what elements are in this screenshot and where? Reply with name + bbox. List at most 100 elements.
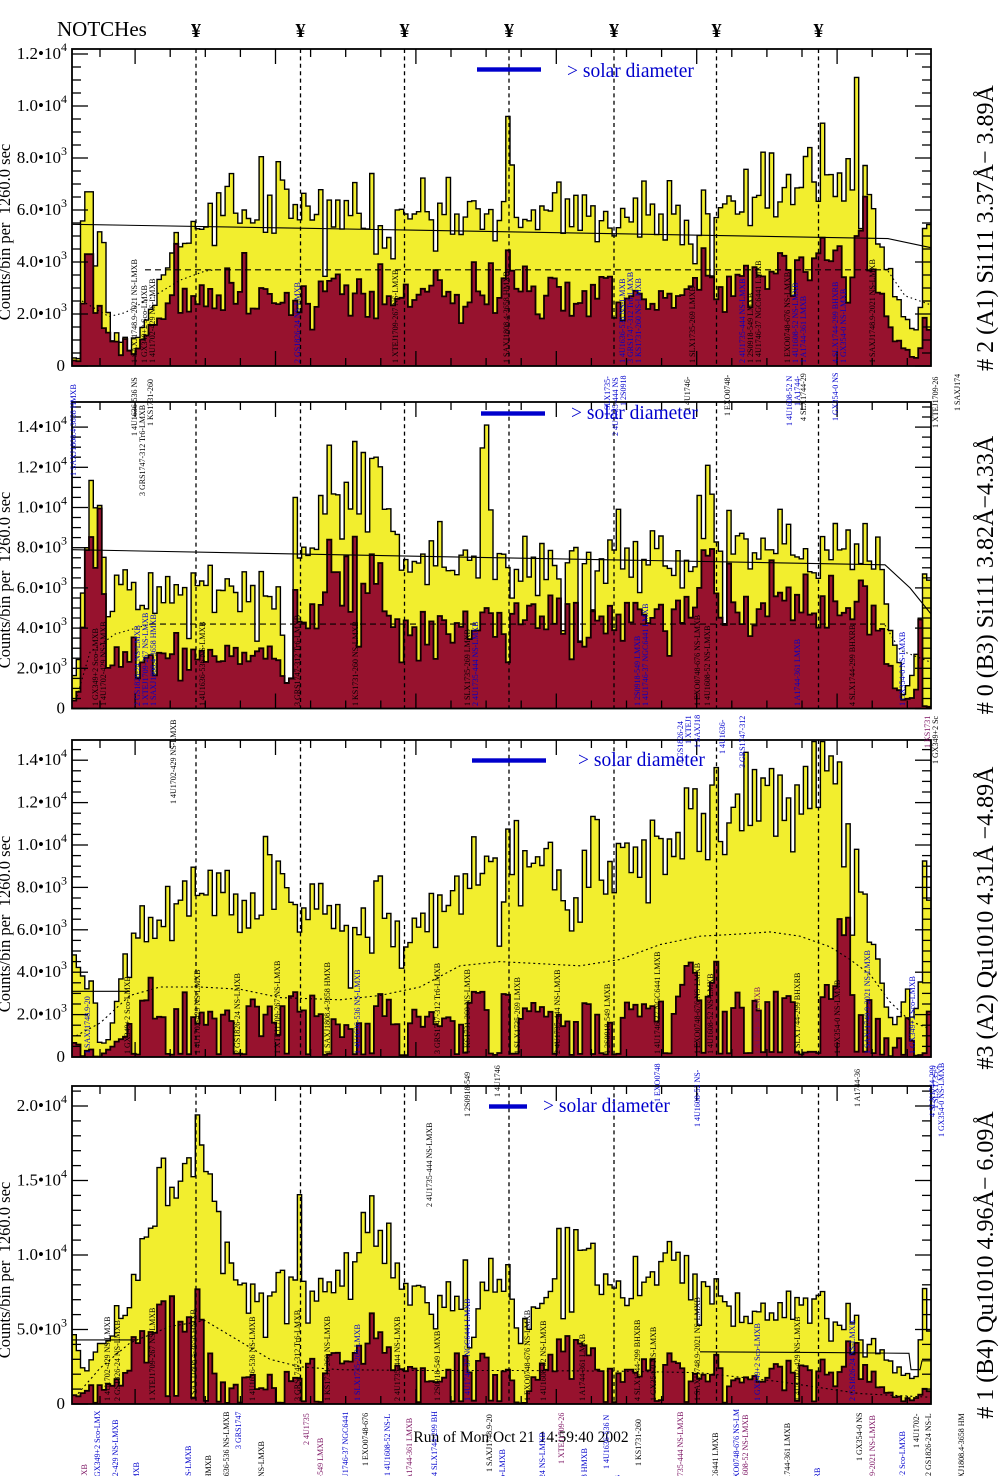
svg-text:1 GX349+2 Sco-LMXB: 1 GX349+2 Sco-LMXB [123,976,132,1054]
svg-text:1 SLX1735-2: 1 SLX1735-2 [931,1065,940,1109]
svg-text:4 SLX1744-299 BHXRB: 4 SLX1744-299 BHXRB [848,625,857,706]
svg-text:1 EXO0748-676 NS-LMXB: 1 EXO0748-676 NS-LMXB [523,1310,532,1401]
svg-text:1 EXO0748-676 NS-LMXB: 1 EXO0748-676 NS-LMXB [693,615,702,706]
svg-text:0: 0 [57,1394,66,1413]
svg-text:1 XTEJ1709-26: 1 XTEJ1709-26 [931,377,940,428]
svg-text:4.0•103: 4.0•103 [17,958,67,981]
svg-text:3 GRS1747-312 Tr6-LMXB: 3 GRS1747-312 Tr6-LMXB [433,963,442,1054]
svg-text:1 KS1731-260: 1 KS1731-260 [634,1419,643,1466]
svg-text:1 A1744-: 1 A1744- [793,376,802,406]
svg-text:1 4U1746-37 NGC6441 LMXB: 1 4U1746-37 NGC6441 LMXB [641,604,650,706]
svg-text:1 4U1702-429 NS-LMXB: 1 4U1702-429 NS-LMXB [169,720,178,804]
svg-text:1 KS1731-260 NS-LMXB: 1 KS1731-260 NS-LMXB [323,1316,332,1401]
svg-text:3 GRS1747-312 Tr6-LMXB: 3 GRS1747-312 Tr6-LMXB [613,1475,622,1476]
svg-text:1 SLX1735-269 LMXB: 1 SLX1735-269 LMXB [463,629,472,706]
svg-text:1 XTEJ1709-267 NS-LMXB: 1 XTEJ1709-267 NS-LMXB [184,1446,193,1476]
svg-text:1 GX349+2 Sco-LMXB: 1 GX349+2 Sco-LMXB [898,1431,907,1476]
svg-text:3 GRS1747: 3 GRS1747 [234,1411,243,1449]
svg-text:3 GRS1747-312 Tr6-LMXB: 3 GRS1747-312 Tr6-LMXB [293,1310,302,1401]
svg-text:1 KS1731-260: 1 KS1731-260 [146,379,155,426]
svg-text:1 XTEJ1709-267 NS-LMXB: 1 XTEJ1709-267 NS-LMXB [148,1308,157,1401]
svg-text:1.5•104: 1.5•104 [17,1167,67,1190]
svg-text:2 4U1735-444 NS-LMXB: 2 4U1735-444 NS-LMXB [471,622,480,706]
svg-text:1.4•104: 1.4•104 [17,746,67,769]
svg-text:1 4U1608-52 NS-LMXB: 1 4U1608-52 NS-LMXB [706,974,715,1054]
svg-text:¥: ¥ [712,20,722,42]
svg-text:0: 0 [57,356,66,375]
svg-text:1 4U1746-37 NGC6441 LMXB: 1 4U1746-37 NGC6441 LMXB [711,1433,720,1476]
svg-text:1 EXO0748-676 NS-LMXB: 1 EXO0748-676 NS-LMXB [693,963,702,1054]
svg-text:8.0•103: 8.0•103 [17,144,67,167]
svg-text:1 2S0918-549 LMXB: 1 2S0918-549 LMXB [633,636,642,706]
svg-text:1.0•104: 1.0•104 [17,1241,67,1264]
svg-text:1 A1744-361 LMXB: 1 A1744-361 LMXB [405,1418,414,1476]
svg-text:1 GX354-0 NS: 1 GX354-0 NS [855,1413,864,1461]
svg-text:1 4U1702-429 NS-LMXB: 1 4U1702-429 NS-LMXB [103,1317,112,1401]
svg-text:1 SLX1735-269 LMXB: 1 SLX1735-269 LMXB [353,1324,362,1401]
svg-text:Counts/bin per 1260.0 sec: Counts/bin per 1260.0 sec [0,144,14,320]
svg-text:1 GX354-0 NS-LMXB: 1 GX354-0 NS-LMXB [649,1327,658,1401]
svg-text:1 KS1731-260 NS-LMXB: 1 KS1731-260 NS-LMXB [351,621,360,706]
svg-text:¥: ¥ [609,20,619,42]
svg-text:1 4U1702-429 NS-LMXB: 1 4U1702-429 NS-LMXB [148,279,157,363]
svg-text:1 4U1746-37 NGC6441: 1 4U1746-37 NGC6441 [341,1412,350,1476]
svg-text:1.0•104: 1.0•104 [17,831,67,854]
svg-text:1 4U1636-536 NS-LMXB: 1 4U1636-536 NS-LMXB [222,1412,231,1476]
svg-text:1 EXO0748-676: 1 EXO0748-676 [361,1413,370,1466]
svg-text:1 SAXJ1808.4-3658 HM: 1 SAXJ1808.4-3658 HM [957,1413,966,1476]
svg-text:1 SAXJ1808.4-3658 HMXB: 1 SAXJ1808.4-3658 HMXB [149,614,158,706]
svg-text:1 GX354-0 NS-LMXB: 1 GX354-0 NS-LMXB [833,980,842,1054]
svg-text:1 4U1746-37 NGC6441 LMXB: 1 4U1746-37 NGC6441 LMXB [463,1299,472,1401]
svg-text:2 4U1735-444 NS-LMXB: 2 4U1735-444 NS-LMXB [425,1123,434,1207]
svg-text:4 SLX1744-299 BH: 4 SLX1744-299 BH [430,1411,439,1476]
svg-text:1 GX349+2 Sco-LMXB: 1 GX349+2 Sco-LMXB [498,1449,507,1476]
svg-text:4 SLX1744-299 BHXRB: 4 SLX1744-299 BHXRB [633,1320,642,1401]
svg-text:0: 0 [57,1047,66,1066]
svg-text:1 A1744-361 LMXB: 1 A1744-361 LMXB [753,987,762,1054]
svg-text:1 KS1731-260 NS-LMXB: 1 KS1731-260 NS-LMXB [257,1441,266,1476]
svg-text:6.0•103: 6.0•103 [17,196,67,219]
svg-text:1 4U1608-52 NS-LMXB: 1 4U1608-52 NS-LMXB [741,1415,750,1476]
svg-text:3 GRS1747-312: 3 GRS1747-312 [738,716,747,768]
svg-text:3 GRS1747-312 Tr6-LMXB: 3 GRS1747-312 Tr6-LMXB [293,615,302,706]
svg-text:1 A1744-36: 1 A1744-36 [853,1069,862,1107]
svg-text:5.0•103: 5.0•103 [17,1316,67,1339]
svg-text:3 GRS1747-312 Tr6-LMXB: 3 GRS1747-312 Tr6-LMXB [626,272,635,363]
svg-text:1 4U1702-429 NS-LMXB: 1 4U1702-429 NS-LMXB [793,1317,802,1401]
svg-text:1 EXO0748: 1 EXO0748 [653,1064,662,1102]
svg-text:2 GS1826-24: 2 GS1826-24 [676,721,685,764]
svg-text:1 EXO0748-676 NS-LMXB: 1 EXO0748-676 NS-LMXB [783,272,792,363]
svg-text:1 SAXJ1808.4-3658 HMXB: 1 SAXJ1808.4-3658 HMXB [69,384,78,476]
svg-text:1.2•104: 1.2•104 [17,40,67,63]
svg-text:2 GS1826-24 NS-LMXB: 2 GS1826-24 NS-LMXB [113,1320,122,1401]
svg-text:1 4U1746-37 NGC6441 LMXB: 1 4U1746-37 NGC6441 LMXB [653,952,662,1054]
svg-text:1 SAXJ1808.4-3658 HMXB: 1 SAXJ1808.4-3658 HMXB [323,962,332,1054]
svg-text:2 GS1826-24 NS-LMXB: 2 GS1826-24 NS-LMXB [293,282,302,363]
svg-text:4 SLX1744-299 BHXRB: 4 SLX1744-299 BHXRB [793,973,802,1054]
svg-text:4 SLX1744-299 BHXRB: 4 SLX1744-299 BHXRB [813,1468,822,1476]
svg-text:1 XTEJ1709-26: 1 XTEJ1709-26 [557,1413,566,1464]
svg-text:1 A1744-361 LMXB: 1 A1744-361 LMXB [799,296,808,363]
svg-text:4 SLX1744-29: 4 SLX1744-29 [799,373,808,421]
svg-text:2 GS1826-24 NS-L: 2 GS1826-24 NS-L [924,1413,933,1476]
svg-text:1 SAXJ1748.9-2021 NS-LMXB: 1 SAXJ1748.9-2021 NS-LMXB [693,1297,702,1401]
svg-text:Counts/bin per 1260.0 sec: Counts/bin per 1260.0 sec [0,836,14,1012]
svg-text:> solar diameter: > solar diameter [543,1096,670,1117]
svg-text:6.0•103: 6.0•103 [17,574,67,597]
svg-text:4 SLX1744-299: 4 SLX1744-299 [928,1065,937,1117]
svg-text:NOTCHes: NOTCHes [57,17,147,41]
svg-text:2 GS1826-24 NS-LMXB: 2 GS1826-24 NS-LMXB [233,973,242,1054]
svg-text:1 2S0918-549 LMXB: 1 2S0918-549 LMXB [433,1331,442,1401]
svg-text:1 SLX1735-269 LMXB: 1 SLX1735-269 LMXB [513,977,522,1054]
svg-text:¥: ¥ [814,20,824,42]
svg-text:1 4U1608-52 N: 1 4U1608-52 N [785,376,794,426]
svg-text:1 SAXJ18: 1 SAXJ18 [693,715,702,748]
svg-text:8.0•103: 8.0•103 [17,873,67,896]
svg-text:1 SAXJ174: 1 SAXJ174 [953,374,962,411]
svg-text:1 GX354-0 NS-LMXB: 1 GX354-0 NS-LMXB [937,1063,946,1137]
svg-text:1 4U1608-52 NS-: 1 4U1608-52 NS- [693,1069,702,1127]
svg-text:2 4U1735: 2 4U1735 [302,1413,311,1445]
svg-text:1 SAXJ1748.9-2021 NS-LMXB: 1 SAXJ1748.9-2021 NS-LMXB [868,1415,877,1476]
svg-text:2 4U1735-444 NS-LMXB: 2 4U1735-444 NS-LMXB [676,1412,685,1476]
svg-text:1.0•104: 1.0•104 [17,494,67,517]
